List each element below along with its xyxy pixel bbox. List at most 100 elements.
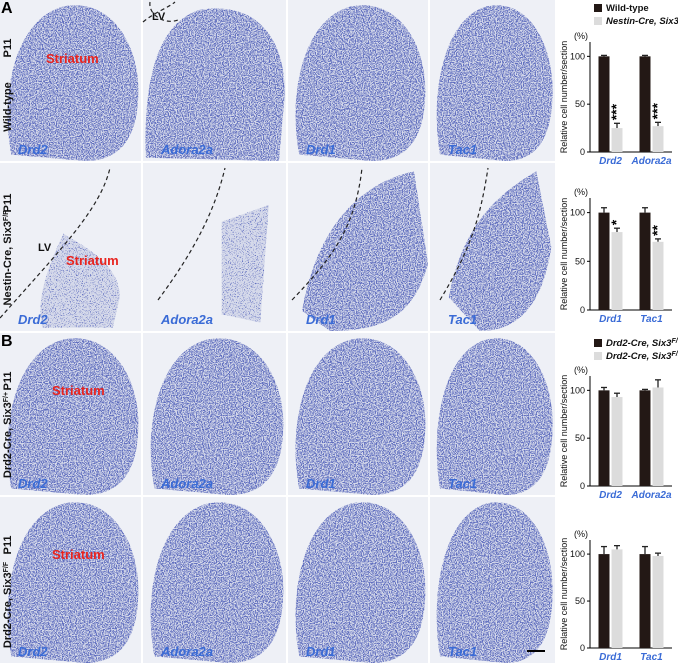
- significance: ***: [608, 103, 624, 120]
- image-label: Adora2a: [160, 476, 213, 491]
- stain: [221, 205, 269, 323]
- legend-entry: Drd2-Cre, Six3F/F: [606, 351, 678, 363]
- y-unit: (%): [574, 365, 588, 375]
- bar: [639, 56, 651, 152]
- genotype-label: Drd2-Cre, Six3F/+: [2, 392, 14, 478]
- y-axis-label: Relative cell number/section: [559, 538, 569, 651]
- tissue-stain: [221, 205, 269, 323]
- bar: [639, 390, 651, 486]
- ventricle-border: [439, 167, 489, 301]
- image-label: Drd2: [18, 142, 48, 157]
- legend-entry-text: Nestin-Cre, Six3: [606, 16, 678, 27]
- age-label: P11: [2, 39, 14, 58]
- stain: [145, 8, 285, 161]
- image-label: Tac1: [448, 142, 477, 157]
- y-axis-label: Relative cell number/section: [559, 375, 569, 488]
- image-label: Drd2: [18, 312, 48, 327]
- genotype-label-text: Nestin-Cre, Six3: [2, 221, 14, 305]
- legend-swatch: [594, 4, 602, 12]
- legend-entry: Nestin-Cre, Six3F/F: [606, 16, 678, 28]
- image-label: Adora2a: [160, 644, 213, 659]
- legend-swatch: [594, 339, 602, 347]
- bar: [598, 390, 610, 486]
- legend-entry-text: Drd2-Cre, Six3: [606, 351, 672, 362]
- x-tick-label: Drd1: [599, 652, 622, 663]
- age-label: P11: [2, 536, 14, 555]
- region-label: Striatum: [52, 383, 105, 398]
- ventricle-label: LV: [38, 242, 52, 254]
- y-tick-label: 0: [580, 147, 585, 157]
- bar: [611, 397, 623, 486]
- y-tick-label: 100: [570, 549, 585, 559]
- panel-letter: A: [1, 0, 13, 17]
- image-label: Drd1: [306, 644, 336, 659]
- y-tick-label: 50: [575, 99, 585, 109]
- legend-entry-text: Drd2-Cre, Six3: [606, 338, 672, 349]
- x-tick-label: Tac1: [640, 314, 663, 325]
- y-tick-label: 0: [580, 643, 585, 653]
- y-tick-label: 100: [570, 385, 585, 395]
- bar: [611, 549, 623, 648]
- ventricle-border: [157, 167, 226, 301]
- bar: [611, 232, 623, 310]
- image-label: Drd1: [306, 312, 336, 327]
- bar: [598, 212, 610, 310]
- genotype-label-text: Drd2-Cre, Six3: [2, 402, 14, 478]
- y-tick-label: 0: [580, 305, 585, 315]
- bar: [611, 128, 623, 152]
- bar: [598, 554, 610, 648]
- image-label: Drd2: [18, 644, 48, 659]
- legend-swatch: [594, 17, 602, 25]
- image-label: Tac1: [448, 476, 477, 491]
- y-tick-label: 100: [570, 208, 585, 218]
- genotype-label-sup: F/F: [3, 210, 10, 221]
- x-tick-label: Drd2: [599, 490, 622, 501]
- y-unit: (%): [574, 187, 588, 197]
- panel-letter: B: [1, 333, 13, 350]
- region-label: Striatum: [66, 253, 119, 268]
- image-label: Drd2: [18, 476, 48, 491]
- bar: [652, 241, 664, 310]
- y-tick-label: 50: [575, 256, 585, 266]
- bar: [639, 554, 651, 648]
- ventricle-label: LV: [152, 11, 166, 23]
- legend-swatch: [594, 352, 602, 360]
- significance: *: [608, 219, 624, 225]
- legend-entry: Wild-type: [606, 3, 649, 14]
- legend-entry: Drd2-Cre, Six3F/+: [606, 338, 678, 350]
- x-tick-label: Drd1: [599, 314, 622, 325]
- y-tick-label: 50: [575, 596, 585, 606]
- y-tick-label: 100: [570, 51, 585, 61]
- x-tick-label: Adora2a: [630, 490, 671, 501]
- region-label: Striatum: [52, 547, 105, 562]
- x-tick-label: Adora2a: [630, 156, 671, 167]
- bar: [652, 126, 664, 152]
- legend-entry-sup: F/F: [671, 351, 678, 358]
- genotype-label-text: Wild-type: [2, 82, 14, 131]
- image-label: Tac1: [448, 312, 477, 327]
- ventricle-border: [0, 167, 111, 319]
- significance: **: [649, 224, 665, 235]
- genotype-label-text: Drd2-Cre, Six3: [2, 572, 14, 648]
- legend-entry-sup: F/+: [671, 338, 678, 345]
- region-label: Striatum: [46, 51, 99, 66]
- image-label: Tac1: [448, 644, 477, 659]
- bar: [652, 555, 664, 648]
- bar: [639, 212, 651, 310]
- bar: [652, 387, 664, 486]
- bar: [598, 56, 610, 152]
- genotype-label-sup: F/+: [3, 392, 10, 402]
- x-tick-label: Drd2: [599, 156, 622, 167]
- y-unit: (%): [574, 31, 588, 41]
- ventricle-border: [149, 1, 179, 22]
- legend-entry-text: Wild-type: [606, 3, 649, 14]
- genotype-label: Nestin-Cre, Six3F/F: [2, 210, 14, 306]
- y-axis-label: Relative cell number/section: [559, 41, 569, 154]
- ventricle-border: [142, 1, 176, 23]
- genotype-label-sup: F/F: [3, 561, 10, 572]
- significance: ***: [649, 102, 665, 119]
- age-label: P11: [2, 194, 14, 213]
- x-tick-label: Tac1: [640, 652, 663, 663]
- y-unit: (%): [574, 529, 588, 539]
